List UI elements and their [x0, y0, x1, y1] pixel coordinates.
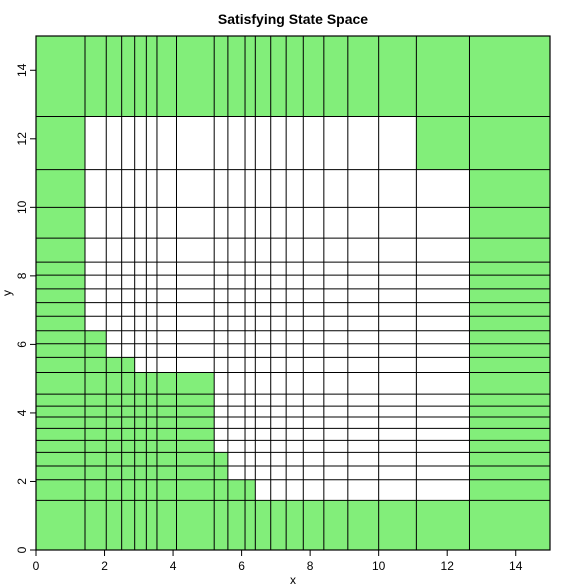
x-axis-label: x: [290, 573, 296, 586]
satisfying-region-4: [416, 116, 470, 170]
y-axis-label: y: [0, 290, 14, 296]
satisfying-region-5: [85, 330, 107, 501]
x-tick-label-7: 14: [509, 559, 523, 573]
x-tick-label-6: 12: [441, 559, 455, 573]
partition-grid: [36, 36, 550, 550]
x-tick-label-5: 10: [372, 559, 386, 573]
x-tick-label-4: 8: [307, 559, 314, 573]
y-tick-label-3: 6: [15, 341, 29, 348]
y-tick-label-0: 0: [15, 546, 29, 553]
satisfying-region-9: [214, 452, 228, 501]
satisfying-regions: [36, 36, 550, 550]
chart-title: Satisfying State Space: [218, 11, 368, 27]
satisfying-region-7: [134, 372, 177, 501]
plot-frame: [35, 35, 551, 551]
satisfying-region-0: [36, 500, 550, 550]
y-tick-label-1: 2: [15, 478, 29, 485]
satisfying-region-6: [106, 357, 135, 501]
x-tick-label-3: 6: [238, 559, 245, 573]
satisfying-region-1: [36, 36, 550, 117]
y-tick-label-2: 4: [15, 409, 29, 416]
satisfying-region-2: [36, 116, 86, 501]
satisfying-region-8: [176, 372, 215, 501]
y-axis: 0 2 4 6 8 10 12 14: [15, 63, 36, 553]
y-tick-label-6: 12: [15, 132, 29, 146]
x-tick-label-2: 4: [170, 559, 177, 573]
x-tick-label-0: 0: [33, 559, 40, 573]
satisfying-region-10: [227, 479, 256, 501]
y-tick-label-7: 14: [15, 63, 29, 77]
satisfying-region-3: [469, 116, 550, 501]
y-tick-label-5: 10: [15, 200, 29, 214]
x-tick-label-1: 2: [101, 559, 108, 573]
y-tick-label-4: 8: [15, 272, 29, 279]
x-axis: 0 2 4 6 8 10 12 14: [33, 550, 523, 573]
